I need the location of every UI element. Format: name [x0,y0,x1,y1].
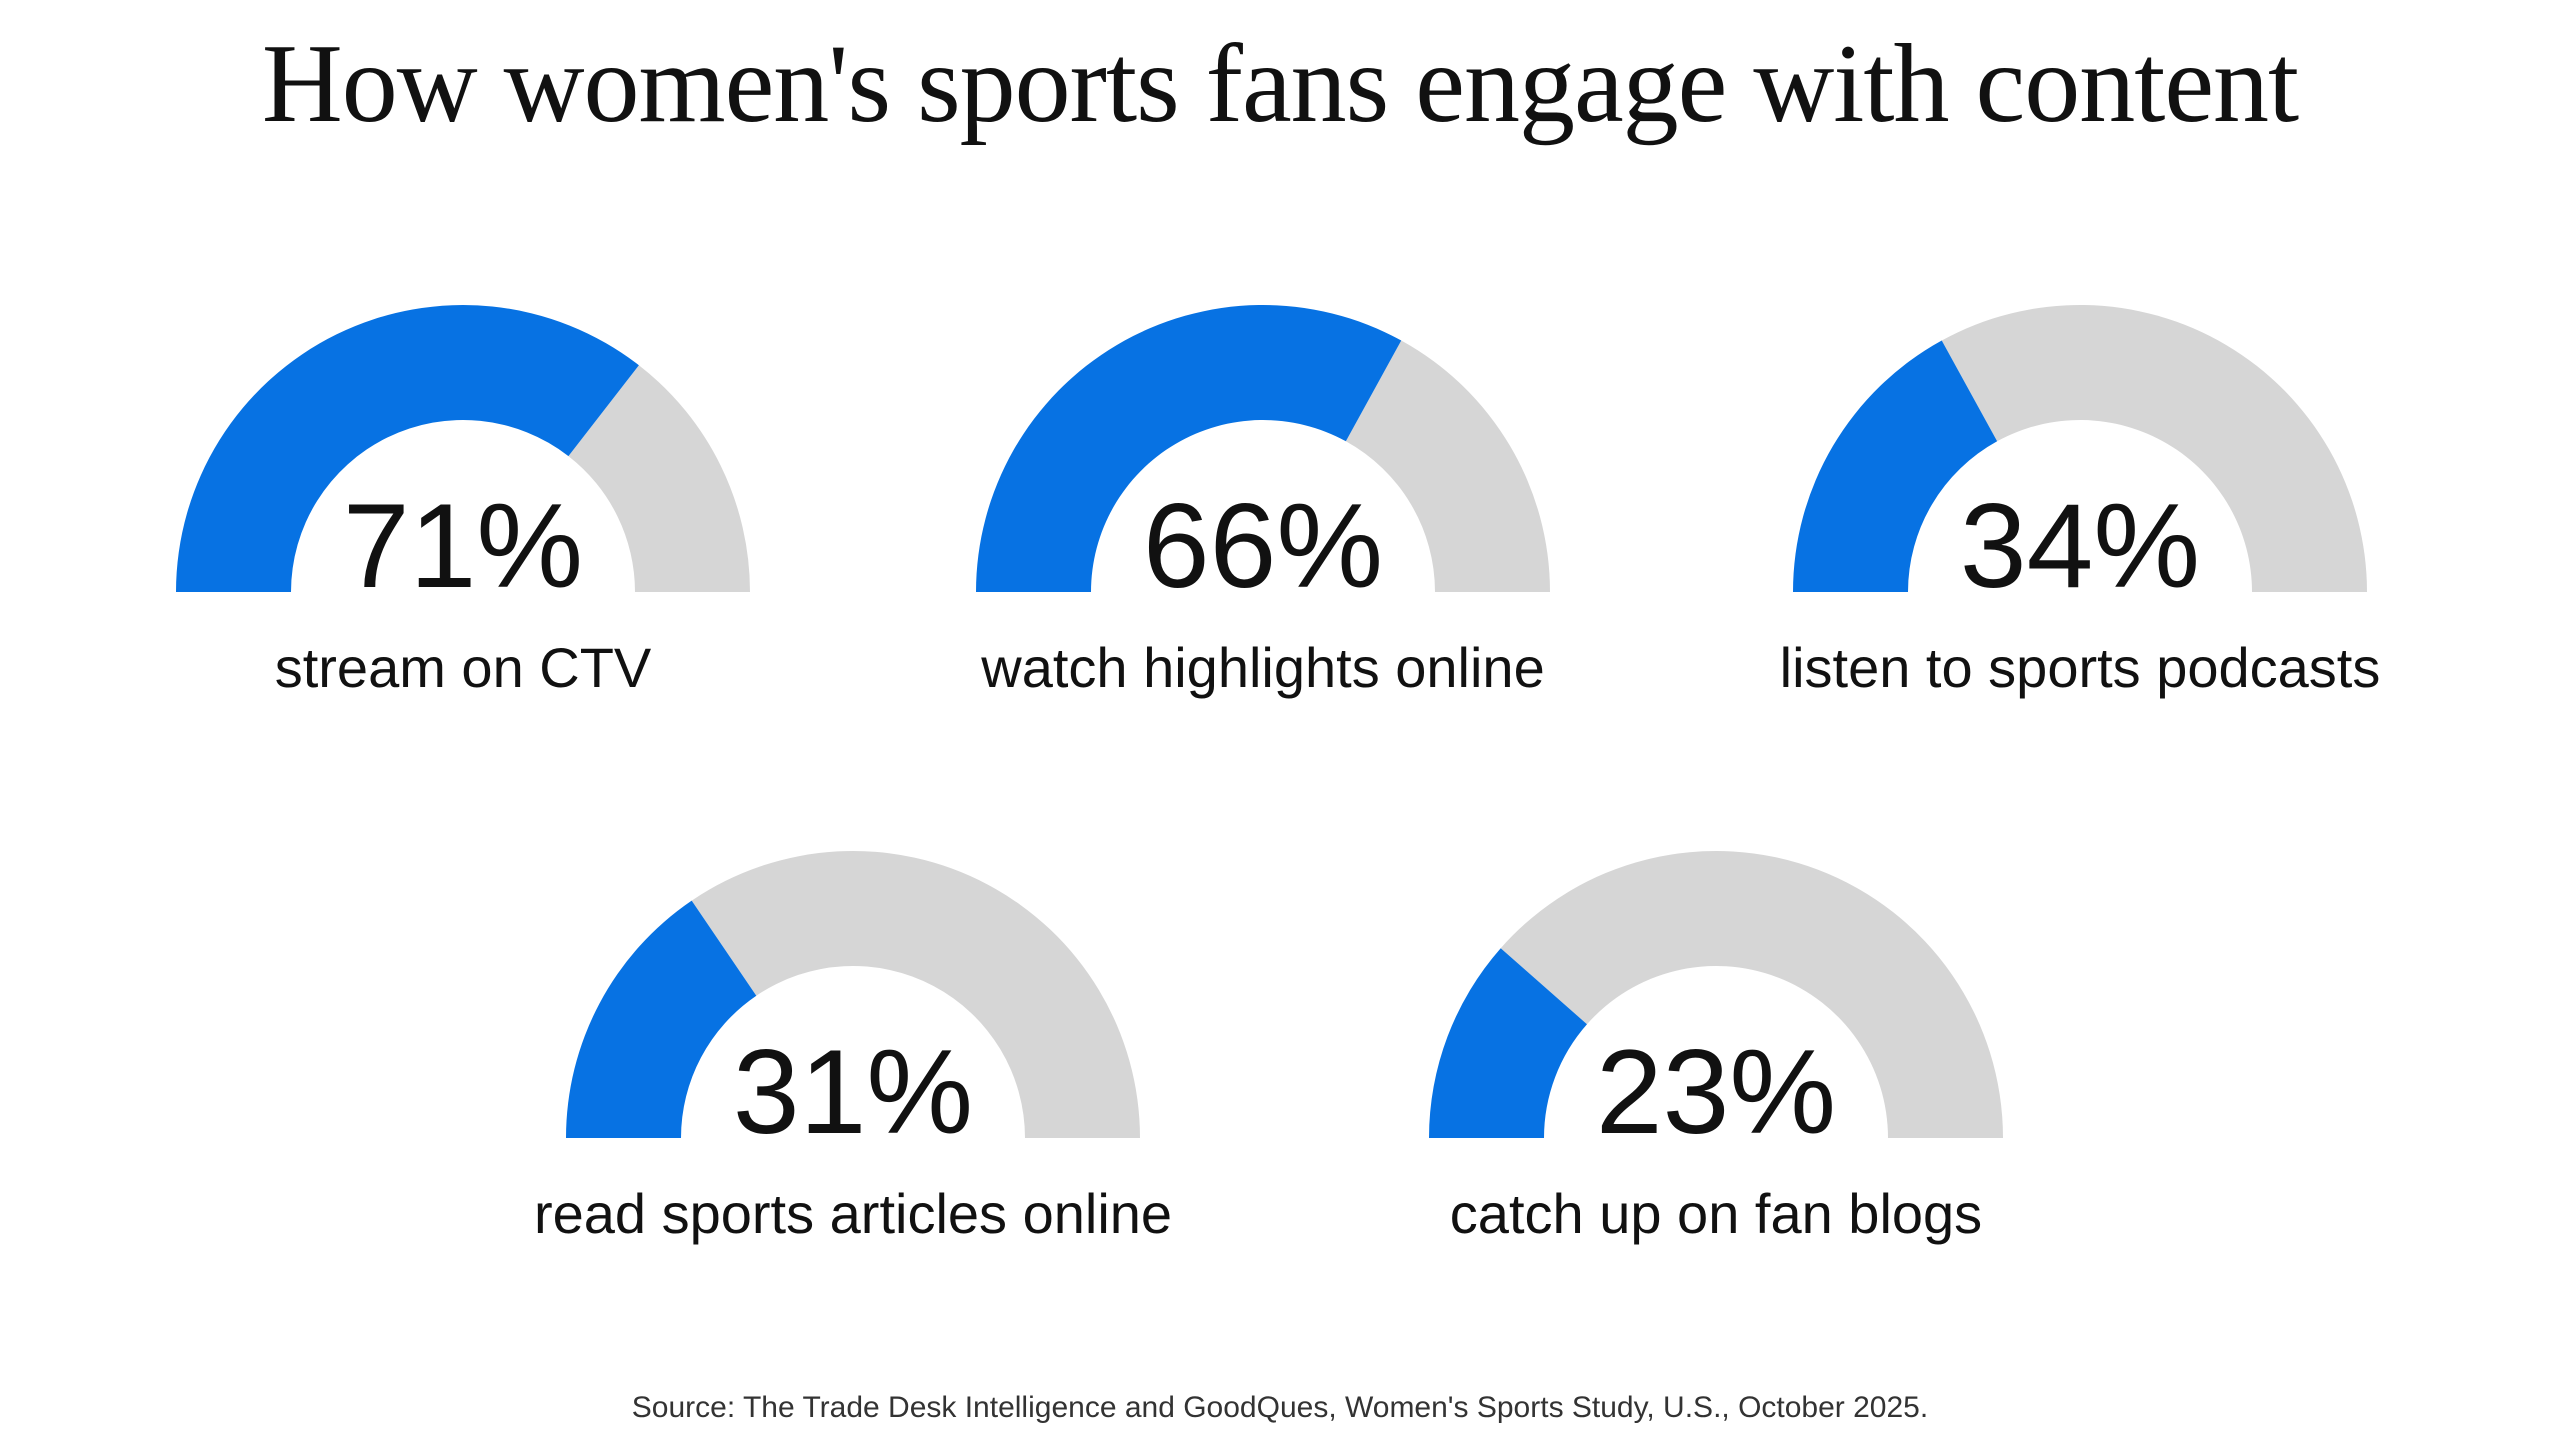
gauge-fill [976,305,1402,592]
gauge-value-label: 66% [1143,479,1383,613]
gauge-1: 71% stream on CTV [176,305,750,699]
source-note: Source: The Trade Desk Intelligence and … [631,1391,1929,1424]
gauge-value-label: 34% [1960,479,2200,613]
gauge-value-label: 31% [733,1025,973,1159]
gauge-fill [176,305,639,592]
gauge-category-label: read sports articles online [534,1182,1172,1245]
gauge-track [1500,850,2003,1138]
gauge-track [1941,305,2367,592]
gauge-fill [1429,948,1587,1138]
gauge-category-label: catch up on fan blogs [1450,1182,1982,1245]
gauge-2: 66% watch highlights online [976,305,1550,699]
gauge-category-label: watch highlights online [980,636,1544,699]
gauge-track [691,851,1140,1138]
gauge-4: 31% read sports articles online [534,851,1172,1245]
gauge-category-label: listen to sports podcasts [1780,636,2381,699]
gauge-value-label: 23% [1596,1025,1836,1159]
gauge-track [1345,340,1550,592]
gauge-fill [1793,340,1998,592]
gauge-fill [566,900,757,1138]
page-title: How women's sports fans engage with cont… [261,22,2299,146]
gauge-category-label: stream on CTV [275,636,652,699]
gauge-value-label: 71% [343,479,583,613]
gauge-track [568,365,750,592]
gauge-3: 34% listen to sports podcasts [1780,305,2381,699]
gauge-5: 23% catch up on fan blogs [1429,850,2003,1245]
